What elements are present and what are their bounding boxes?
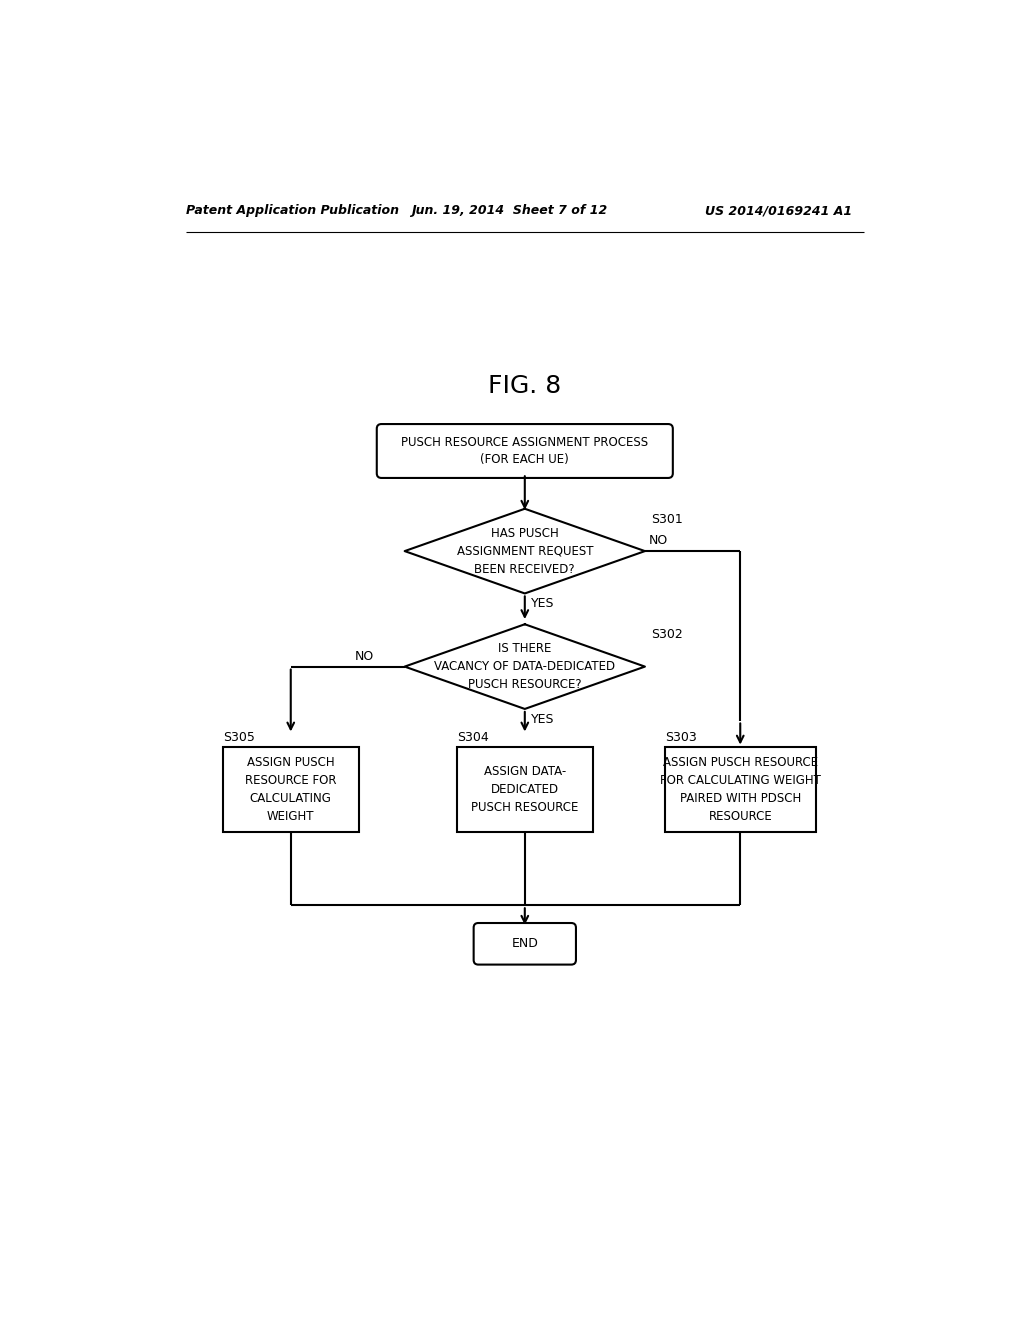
Text: S305: S305: [223, 730, 255, 743]
Text: IS THERE
VACANCY OF DATA-DEDICATED
PUSCH RESOURCE?: IS THERE VACANCY OF DATA-DEDICATED PUSCH…: [434, 642, 615, 692]
Text: PUSCH RESOURCE ASSIGNMENT PROCESS
(FOR EACH UE): PUSCH RESOURCE ASSIGNMENT PROCESS (FOR E…: [401, 436, 648, 466]
Text: FIG. 8: FIG. 8: [488, 374, 561, 397]
Text: YES: YES: [531, 597, 555, 610]
Text: S303: S303: [665, 730, 696, 743]
Text: YES: YES: [531, 713, 555, 726]
Text: US 2014/0169241 A1: US 2014/0169241 A1: [706, 205, 853, 218]
Text: Patent Application Publication: Patent Application Publication: [186, 205, 399, 218]
Bar: [665, 747, 816, 832]
FancyBboxPatch shape: [474, 923, 575, 965]
Text: S302: S302: [651, 628, 683, 642]
Text: S301: S301: [651, 512, 683, 525]
Text: NO: NO: [354, 649, 374, 663]
Text: Jun. 19, 2014  Sheet 7 of 12: Jun. 19, 2014 Sheet 7 of 12: [411, 205, 607, 218]
Bar: [223, 747, 358, 832]
Text: HAS PUSCH
ASSIGNMENT REQUEST
BEEN RECEIVED?: HAS PUSCH ASSIGNMENT REQUEST BEEN RECEIV…: [457, 527, 593, 576]
Bar: [457, 747, 593, 832]
Text: ASSIGN PUSCH RESOURCE
FOR CALCULATING WEIGHT
PAIRED WITH PDSCH
RESOURCE: ASSIGN PUSCH RESOURCE FOR CALCULATING WE…: [659, 756, 820, 824]
Text: ASSIGN PUSCH
RESOURCE FOR
CALCULATING
WEIGHT: ASSIGN PUSCH RESOURCE FOR CALCULATING WE…: [245, 756, 337, 824]
Text: ASSIGN DATA-
DEDICATED
PUSCH RESOURCE: ASSIGN DATA- DEDICATED PUSCH RESOURCE: [471, 766, 579, 814]
Text: S304: S304: [457, 730, 488, 743]
Text: END: END: [511, 937, 539, 950]
Text: NO: NO: [649, 535, 668, 548]
FancyBboxPatch shape: [377, 424, 673, 478]
